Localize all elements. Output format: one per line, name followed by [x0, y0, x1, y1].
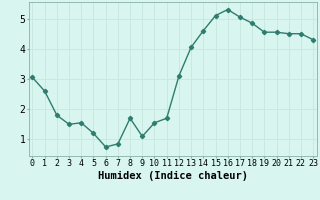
X-axis label: Humidex (Indice chaleur): Humidex (Indice chaleur): [98, 171, 248, 181]
